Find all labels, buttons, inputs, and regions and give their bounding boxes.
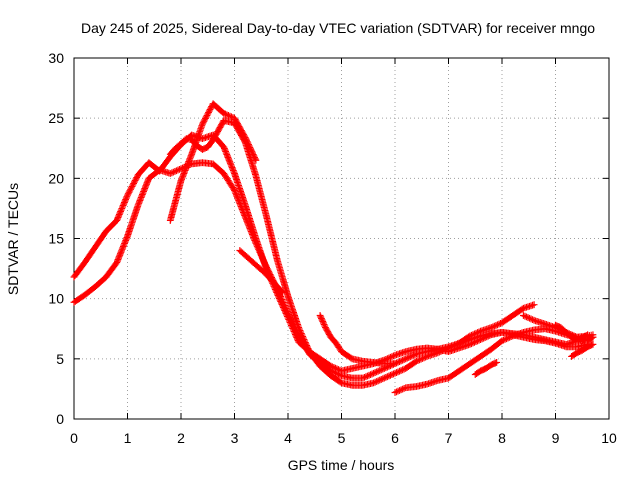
y-tick-label: 25 — [48, 110, 64, 126]
y-tick-label: 5 — [56, 351, 64, 367]
data-points — [70, 100, 597, 396]
series-track-11 — [568, 340, 597, 360]
chart-title: Day 245 of 2025, Sidereal Day-to-day VTE… — [81, 20, 595, 36]
y-tick-label: 0 — [56, 411, 64, 427]
x-tick-label: 5 — [338, 430, 346, 446]
y-axis-label: SDTVAR / TECUs — [5, 183, 21, 295]
axis-ticks — [73, 57, 610, 420]
point-markers — [316, 312, 399, 368]
series-track-4 — [166, 117, 538, 389]
series-track-8 — [471, 359, 501, 378]
point-markers — [236, 247, 287, 297]
x-tick-label: 10 — [601, 430, 617, 446]
x-tick-label: 6 — [391, 430, 399, 446]
gridlines — [74, 58, 609, 419]
x-tick-label: 1 — [124, 430, 132, 446]
point-markers — [552, 321, 597, 345]
series-track-10 — [552, 321, 597, 345]
series-track-7 — [236, 247, 287, 297]
y-tick-label: 20 — [48, 170, 64, 186]
point-markers — [568, 340, 597, 360]
series-track-6 — [316, 312, 399, 368]
x-tick-label: 2 — [177, 430, 185, 446]
x-tick-label: 4 — [284, 430, 292, 446]
x-tick-label: 0 — [70, 430, 78, 446]
y-tick-label: 10 — [48, 291, 64, 307]
x-tick-label: 9 — [552, 430, 560, 446]
point-markers — [166, 117, 538, 389]
x-tick-label: 8 — [498, 430, 506, 446]
y-tick-label: 15 — [48, 231, 64, 247]
axis-tick-labels: 0 1 2 3 4 5 6 7 8 9 10 0 5 10 15 20 25 30 — [48, 50, 617, 446]
point-markers — [471, 359, 501, 378]
series-track-2 — [70, 159, 591, 382]
y-tick-label: 30 — [48, 50, 64, 66]
x-tick-label: 7 — [445, 430, 453, 446]
x-tick-label: 3 — [231, 430, 239, 446]
point-markers — [70, 159, 591, 382]
x-axis-label: GPS time / hours — [288, 457, 395, 473]
